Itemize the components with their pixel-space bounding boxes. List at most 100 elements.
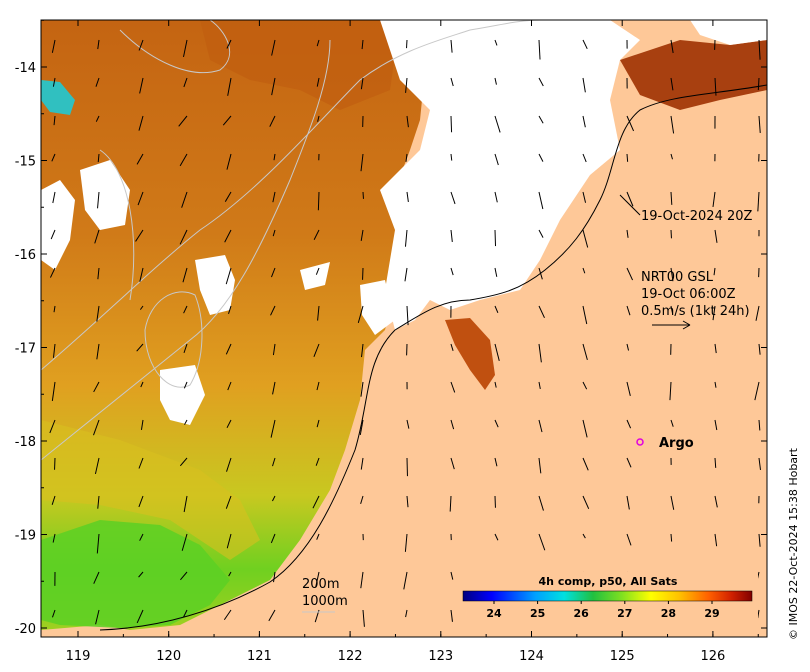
current-vector: [270, 305, 276, 316]
current-vector: [52, 343, 56, 358]
current-vector: [96, 343, 100, 360]
current-vector: [53, 305, 56, 313]
current-vector: [538, 343, 542, 363]
current-vector: [225, 267, 232, 285]
current-vector: [404, 267, 408, 282]
current-vector: [50, 229, 56, 240]
lon-tick-label: 122: [338, 649, 363, 664]
current-vector: [51, 381, 56, 402]
current-vector: [139, 533, 144, 541]
current-vector: [357, 305, 364, 323]
current-vector: [406, 495, 409, 508]
current-vector: [538, 267, 543, 280]
current-vector: [96, 305, 100, 322]
current-vector: [182, 267, 188, 283]
sst-warm-north: [200, 20, 400, 110]
current-vector: [317, 115, 320, 122]
current-vector: [316, 381, 320, 391]
current-vector: [178, 115, 188, 127]
colorbar-tick-label: 26: [574, 607, 590, 620]
date-label: 19-Oct-2024 20Z: [641, 209, 753, 224]
plot-area: [41, 20, 767, 637]
credit-text: © IMOS 22-Oct-2024 15:38 Hobart: [787, 447, 800, 640]
current-vector: [538, 153, 544, 162]
current-vector: [138, 39, 144, 51]
current-vector: [626, 229, 629, 238]
lat-tick-label: -16: [15, 248, 36, 263]
current-vector: [140, 419, 144, 430]
current-vector: [714, 229, 718, 243]
current-vector: [494, 229, 497, 247]
current-vector: [450, 191, 456, 205]
current-vector: [184, 419, 188, 425]
current-vector: [714, 381, 717, 388]
current-vector: [450, 419, 455, 430]
current-vector: [538, 305, 545, 319]
current-vector: [626, 381, 631, 396]
current-vector: [450, 153, 453, 161]
current-vector: [312, 495, 320, 509]
current-vector: [450, 343, 454, 351]
current-vector: [582, 191, 587, 203]
current-vector: [139, 267, 144, 282]
sst-yellow-band: [41, 420, 260, 560]
current-vector: [757, 191, 760, 212]
lon-tick-label: 125: [610, 649, 635, 664]
current-vector: [494, 153, 499, 166]
current-vector: [51, 39, 56, 53]
current-vector: [626, 305, 631, 316]
current-vector: [52, 533, 56, 543]
current-vector: [272, 381, 276, 395]
current-vector: [758, 115, 761, 133]
current-vector: [582, 457, 589, 471]
current-vector: [180, 571, 188, 581]
current-vector: [758, 533, 761, 547]
cloud-mask: [380, 20, 640, 330]
coastline: [99, 84, 767, 631]
current-vector: [714, 419, 718, 431]
current-vector: [272, 191, 276, 203]
current-title: NRT00 GSL: [641, 270, 714, 285]
current-vector: [360, 381, 364, 397]
current-vector: [97, 191, 100, 209]
current-vector: [179, 229, 188, 245]
current-vector: [226, 153, 232, 170]
current-vector: [450, 229, 453, 242]
current-vector: [538, 457, 542, 474]
current-vector: [136, 343, 144, 352]
current-vector: [582, 77, 586, 93]
current-vector: [360, 229, 364, 241]
current-vector: [494, 381, 497, 388]
current-vector: [582, 419, 588, 438]
current-vector: [714, 495, 718, 508]
current-vector: [183, 305, 188, 314]
current-vector: [626, 191, 634, 207]
current-vector: [97, 39, 100, 50]
current-vector: [758, 39, 761, 60]
current-vector: [758, 457, 761, 471]
current-vector: [494, 115, 501, 133]
current-vector: [224, 191, 232, 202]
current-vector: [270, 533, 276, 544]
current-vector: [582, 381, 588, 390]
current-vector: [228, 571, 232, 577]
current-vector: [670, 267, 674, 282]
current-vector: [538, 191, 544, 210]
current-vector: [226, 419, 232, 429]
current-vector: [758, 343, 761, 355]
current-vector: [272, 229, 276, 237]
current-vector: [138, 115, 144, 131]
current-vector: [183, 381, 188, 389]
current-vector: [494, 533, 499, 541]
current-vector: [138, 457, 144, 469]
lat-tick-label: -18: [15, 435, 36, 450]
current-vector: [758, 419, 761, 431]
scale-arrow: [652, 320, 691, 330]
current-vector: [670, 191, 673, 205]
current-time: 19-Oct 06:00Z: [641, 287, 736, 302]
sst-northeast: [620, 40, 767, 110]
current-vector: [582, 305, 588, 325]
current-vector: [316, 77, 320, 87]
current-vector: [712, 305, 716, 321]
current-vector: [183, 495, 188, 513]
